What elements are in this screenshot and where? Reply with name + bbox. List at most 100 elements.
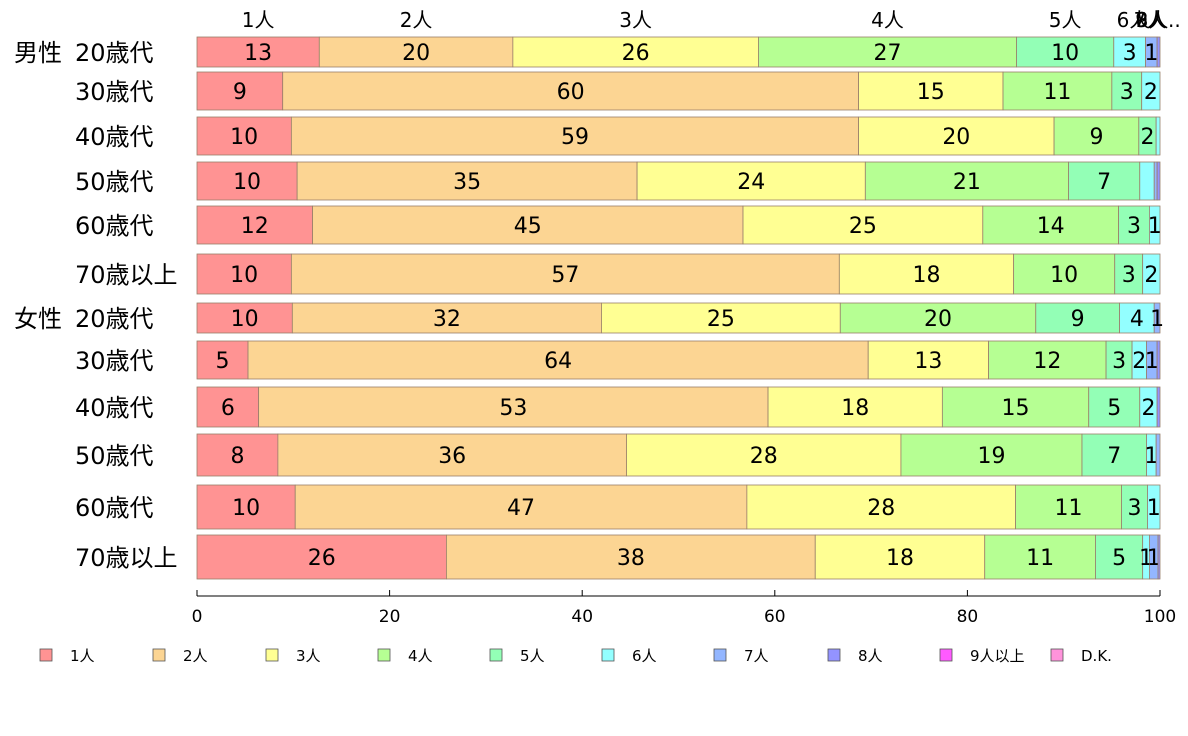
- legend-label: 8人: [858, 647, 883, 665]
- data-label: 1: [1147, 496, 1161, 521]
- x-tick-label: 40: [571, 607, 593, 627]
- bar-segment-7-5: [1035, 302, 1120, 334]
- bar-segment-2-1: [196, 71, 284, 111]
- data-label: 1: [1147, 546, 1161, 571]
- data-label: 25: [707, 307, 735, 332]
- legend-swatch: [489, 648, 503, 662]
- legend-swatch: [39, 648, 53, 662]
- data-label: 64: [544, 349, 572, 374]
- data-label: 3: [1122, 263, 1136, 288]
- data-label: 1: [1148, 214, 1162, 239]
- bar-segment-2-3: [858, 71, 1004, 111]
- bar-segment-7-1: [196, 302, 293, 334]
- data-label: 10: [233, 170, 261, 195]
- row-label: 70歳以上: [75, 261, 178, 289]
- bar-segment-10-3: [626, 433, 902, 477]
- bar-segment-6-5: [1114, 253, 1144, 295]
- bar-segment-5-5: [1118, 205, 1150, 245]
- bar-segment-11-4: [1015, 484, 1122, 530]
- data-label: 1: [1144, 41, 1158, 66]
- bar-segment-3-2: [290, 116, 859, 156]
- data-label: 20: [942, 125, 970, 150]
- data-label: 5: [216, 349, 230, 374]
- data-label: 11: [1043, 80, 1071, 105]
- bar-segment-12-8: [1157, 534, 1161, 580]
- data-label: 7: [1097, 170, 1111, 195]
- legend-label: 6人: [632, 647, 657, 665]
- legend-label: 9人以上: [970, 647, 1025, 665]
- x-tick-label: 20: [379, 607, 401, 627]
- group-label: 女性: [14, 305, 62, 333]
- bar-segment-3-3: [858, 116, 1055, 156]
- bar-segment-1-4: [758, 36, 1017, 68]
- bar-segment-5-6: [1149, 205, 1161, 245]
- data-label: 10: [231, 307, 259, 332]
- top-label: 7人: [1134, 8, 1167, 32]
- data-label: 1: [1145, 349, 1159, 374]
- bar-segment-2-2: [282, 71, 859, 111]
- legend-swatch: [152, 648, 166, 662]
- data-label: 3: [1112, 349, 1126, 374]
- top-label: 5人: [1049, 8, 1082, 32]
- data-label: 5: [1107, 396, 1121, 421]
- data-label: 27: [873, 41, 901, 66]
- bar-segment-9-3: [767, 386, 943, 428]
- data-label: 3: [1123, 41, 1137, 66]
- data-label: 36: [438, 444, 466, 469]
- top-label: 9人..: [1135, 8, 1180, 32]
- bar-segment-1-3: [512, 36, 759, 68]
- bar-segment-9-5: [1088, 386, 1141, 428]
- bar-segment-7-7: [1153, 302, 1161, 334]
- bar-segment-1-5: [1016, 36, 1115, 68]
- data-label: 35: [453, 170, 481, 195]
- bar-segment-7-4: [839, 302, 1037, 334]
- data-label: 9: [233, 80, 247, 105]
- bar-segment-11-6: [1147, 484, 1161, 530]
- bar-segment-12-5: [1095, 534, 1144, 580]
- row-label: 50歳代: [75, 442, 154, 470]
- top-label: 3人: [619, 8, 652, 32]
- bar-segment-8-5: [1105, 340, 1133, 380]
- bar-segment-8-4: [988, 340, 1107, 380]
- legend-label: 7人: [744, 647, 769, 665]
- data-label: 2: [1132, 349, 1146, 374]
- data-label: 20: [402, 41, 430, 66]
- bar-segment-4-7: [1153, 161, 1158, 201]
- data-label: 32: [433, 307, 461, 332]
- data-label: 9: [1071, 307, 1085, 332]
- top-label: 1人: [242, 8, 275, 32]
- x-tick-label: 0: [192, 607, 203, 627]
- data-label: 19: [977, 444, 1005, 469]
- row-label: 70歳以上: [75, 544, 178, 572]
- bar-segment-5-4: [982, 205, 1119, 245]
- data-label: 3: [1127, 496, 1141, 521]
- data-label: 24: [737, 170, 765, 195]
- data-label: 2: [1144, 263, 1158, 288]
- bar-segment-5-3: [742, 205, 984, 245]
- bars-area: 13 20 26 27 10 3 19 60 15 11 3 210 59 20 9 210 35 24 21 712…: [196, 36, 1164, 580]
- data-label: 1: [1144, 444, 1158, 469]
- bar-segment-8-3: [867, 340, 989, 380]
- row-label: 60歳代: [75, 494, 154, 522]
- bar-segment-9-2: [258, 386, 769, 428]
- legend-swatch: [1050, 648, 1064, 662]
- data-label: 11: [1026, 546, 1054, 571]
- data-label: 13: [244, 41, 272, 66]
- x-tick-label: 100: [1144, 607, 1176, 627]
- data-label: 28: [750, 444, 778, 469]
- row-label: 30歳代: [75, 347, 154, 375]
- bar-segment-3-4: [1053, 116, 1140, 156]
- legend-label: 4人: [408, 647, 433, 665]
- data-label: 45: [514, 214, 542, 239]
- data-label: 38: [617, 546, 645, 571]
- data-label: 14: [1037, 214, 1065, 239]
- legend: 1人 2人 3人 4人 5人 6人 7人 8人 9人以上 D.K.: [39, 647, 1112, 665]
- bar-segment-5-2: [312, 205, 744, 245]
- data-label: 10: [230, 263, 258, 288]
- bar-segment-4-5: [1068, 161, 1141, 201]
- bar-segment-10-5: [1081, 433, 1147, 477]
- legend-swatch: [601, 648, 615, 662]
- bar-segment-4-2: [296, 161, 638, 201]
